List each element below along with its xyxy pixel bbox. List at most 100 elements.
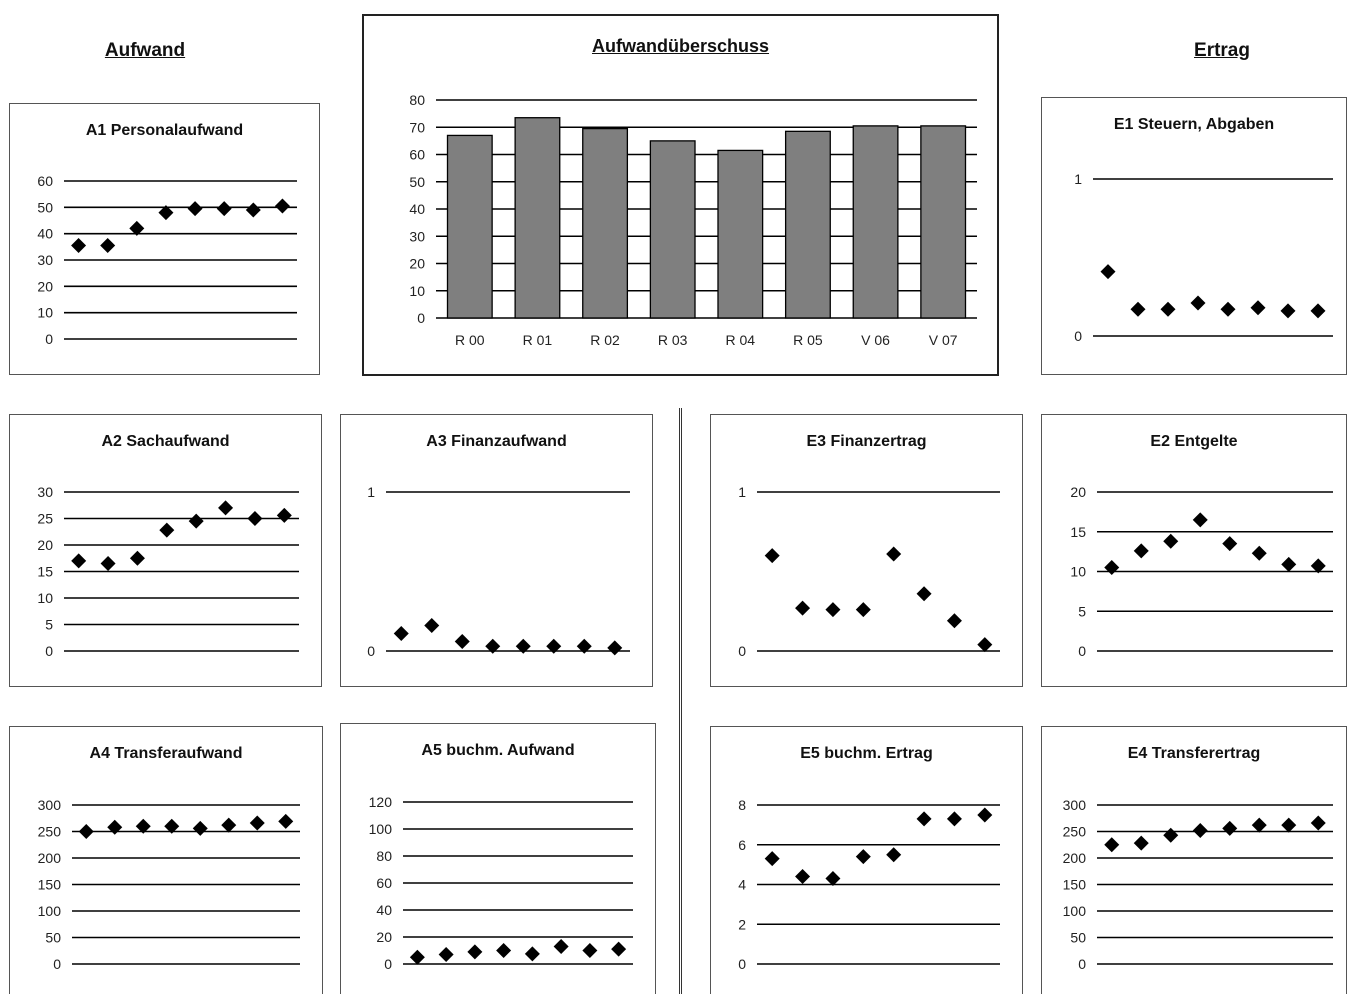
chart-title-a2: A2 Sachaufwand [101,433,230,450]
data-point [276,507,292,523]
y-tick-label: 15 [1070,524,1086,540]
y-tick-label: 40 [409,201,425,217]
bar [649,140,696,319]
data-point [100,556,116,572]
y-tick-label: 250 [38,824,62,840]
chart-panel-main: Aufwandüberschuss 0 10 20 30 40 50 60 70 80 R 00 R… [362,14,999,376]
data-point [524,946,540,962]
y-tick-label: 0 [1074,328,1082,344]
data-point [71,553,87,569]
data-point [221,817,237,833]
data-point [1104,560,1120,576]
data-point [278,813,294,829]
x-tick-label: R 03 [658,332,688,348]
data-point [611,941,627,957]
y-tick-label: 1 [738,484,746,500]
data-point [409,949,425,965]
data-point [546,638,562,654]
chart-svg-a5: 0 20 40 60 80 100 120 [369,794,633,972]
y-tick-label: 20 [37,537,53,553]
y-tick-label: 150 [38,877,62,893]
x-tick-label: R 01 [523,332,553,348]
data-point [78,824,94,839]
data-point [1130,301,1146,317]
data-point [916,811,932,827]
data-point [855,602,871,618]
data-point [1222,536,1238,552]
data-point [946,811,962,827]
y-tick-label: 100 [369,821,393,837]
data-point [1251,545,1267,561]
data-point [515,638,531,654]
chart-panel-a5: A5 buchm. Aufwand 0 20 40 60 80 100 120 [340,723,656,994]
data-point [795,600,811,616]
y-tick-label: 10 [1070,564,1086,580]
data-point [764,851,780,867]
bar [717,149,764,319]
chart-panel-e2: E2 Entgelte 0 5 10 15 20 [1041,414,1347,687]
data-point [245,202,261,218]
chart-panel-a2: A2 Sachaufwand 0 5 10 15 20 25 30 [9,414,322,687]
data-point [129,220,145,236]
chart-svg-e1: 01 [1074,171,1333,344]
chart-svg-a4: 0 50 100 150 200 250 300 [38,797,300,972]
y-tick-label: 0 [53,956,61,972]
bar [852,125,899,319]
data-point [274,198,290,214]
data-point [946,613,962,629]
chart-svg-e2: 0 5 10 15 20 [1070,484,1333,659]
chart-svg-a1: 0 10 20 30 40 50 60 [37,173,297,347]
y-tick-label: 8 [738,797,746,813]
y-tick-label: 1 [367,484,375,500]
data-point [1250,300,1266,316]
y-tick-label: 150 [1063,877,1087,893]
chart-panel-e4: E4 Transferertrag 0 50 100 150 200 250 300 [1041,726,1347,994]
y-tick-label: 50 [45,930,61,946]
chart-panel-a4: A4 Transferaufwand 0 50 100 150 200 250 300 [9,726,323,994]
data-point [764,548,780,564]
y-tick-label: 80 [409,92,425,108]
y-tick-label: 10 [37,305,53,321]
y-tick-label: 20 [409,256,425,272]
y-tick-label: 100 [38,903,62,919]
chart-svg-e4: 0 50 100 150 200 250 300 [1063,797,1333,972]
y-tick-label: 0 [417,310,425,326]
bar [446,134,493,319]
y-tick-label: 4 [738,877,746,893]
data-point [129,550,145,566]
data-point [1192,822,1208,838]
y-tick-label: 200 [1063,850,1087,866]
y-tick-label: 30 [409,228,425,244]
data-point [438,947,454,963]
data-point [1190,295,1206,311]
data-point [188,513,204,529]
chart-title-e3: E3 Finanzertrag [806,433,927,450]
y-tick-label: 40 [37,226,53,242]
data-point [107,819,123,835]
bar [582,127,629,319]
x-tick-label: V 07 [929,332,958,348]
x-tick-label: R 00 [455,332,485,348]
y-tick-label: 20 [376,929,392,945]
data-point [485,638,501,654]
data-point [1280,303,1296,319]
chart-svg-a2: 0 5 10 15 20 25 30 [37,484,299,659]
data-point [467,944,483,960]
data-point [249,815,265,831]
data-point [553,938,569,954]
data-point [825,871,841,887]
chart-title-a5: A5 buchm. Aufwand [421,742,575,759]
y-tick-label: 0 [738,956,746,972]
data-point [795,869,811,885]
bar [784,130,831,319]
header-aufwand: Aufwand [104,40,186,61]
y-tick-label: 5 [45,617,53,633]
data-point [216,201,232,217]
data-point [424,618,440,634]
y-tick-label: 250 [1063,824,1087,840]
y-tick-label: 50 [409,174,425,190]
y-tick-label: 20 [1070,484,1086,500]
